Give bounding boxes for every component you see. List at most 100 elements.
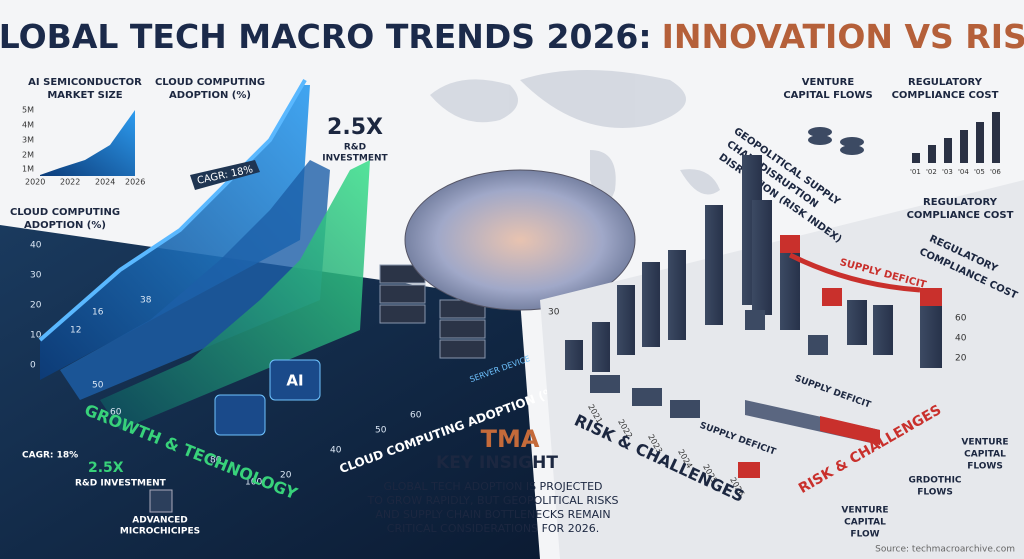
title: GLOBAL TECH MACRO TRENDS 2026: INNOVATION… [0,17,1024,56]
tick: 4M [22,121,34,130]
tick: 12 [70,326,81,336]
tick: 16 [92,308,104,318]
risk-bars [565,155,942,372]
tick: 40 [330,446,342,456]
tick: 1M [22,165,34,174]
tick: 20 [280,471,292,481]
tick: 30 [30,271,42,281]
cagr-tag-bg [190,160,260,190]
chip [214,394,266,436]
tick: '02 [926,168,937,176]
flow-boxes [590,310,828,478]
tick: 2024 [95,178,115,187]
tick: 2022 [60,178,80,187]
tick: 2026 [125,178,145,187]
reg-xaxis: '01 '02 '03 '04 '05 '06 [910,168,1001,176]
rd-text: INVESTMENT [322,154,388,164]
rd-small-big: 2.5X [88,460,124,476]
tick: 2020 [25,178,45,187]
tick: 50 [92,381,104,391]
tick: 3M [22,136,34,145]
risk-highlights [780,235,942,306]
micro-text: MICROCHICIPES [120,527,200,537]
tick: 60 [110,408,122,418]
logo: TMA [481,425,540,453]
label: CAPITAL [844,518,886,528]
deficit-arrow [788,252,921,293]
key-line: TO GROW RAPIDLY, BUT GEOPOLITICAL RISKS [367,494,619,507]
reg2-title: REGULATORY [923,197,998,208]
tick: 2M [22,151,34,160]
label: VENTURE [961,438,1008,448]
tick: 20 [955,354,967,364]
mini2-title: CLOUD COMPUTING [155,77,265,88]
right-yaxis: 60 40 20 [955,314,967,364]
tick: 60 [955,314,967,324]
world-map [430,70,720,203]
tick: 60 [410,411,422,421]
rd-big: 2.5X [327,115,383,140]
reg-title: REGULATORY [908,77,983,88]
rd-small-text: R&D INVESTMENT [75,479,167,489]
key-line: GLOBAL TECH ADOPTION IS PROJECTED [383,480,602,493]
tick: 0 [30,361,36,371]
chip [269,359,321,401]
growth-area [60,160,330,400]
coins [808,127,864,155]
growth-line [38,78,307,342]
tick: 5M [22,106,34,115]
label: CAPITAL [964,450,1006,460]
tick: '03 [942,168,953,176]
mini1-title: AI SEMICONDUCTOR [28,77,142,88]
wafer [404,169,636,311]
mini1-area [40,110,135,176]
chip-label: AI [286,372,303,390]
label: FLOWS [917,488,953,498]
mini1-yaxis: 5M 4M 3M 2M 1M [22,106,34,174]
tick: 40 [30,241,42,251]
label: GRDOTHIC [908,476,961,486]
reg-title: COMPLIANCE COST [892,90,999,101]
micro-icon [149,489,173,513]
micro-text: ADVANCED [132,516,188,526]
tick: '05 [974,168,985,176]
main-yaxis: 40 30 20 10 0 [30,241,42,371]
reg-bars [912,112,1000,163]
key-heading: KEY INSIGHT [436,453,558,473]
main-chart-title: ADOPTION (%) [24,220,106,231]
key-text: GLOBAL TECH ADOPTION IS PROJECTED TO GRO… [367,480,619,535]
vc-title: CAPITAL FLOWS [783,90,872,101]
tick: 38 [140,296,152,306]
title-part1: GLOBAL TECH MACRO TRENDS 2026: [0,17,652,56]
vc-title: VENTURE [802,77,855,88]
bottom-axis: 20 40 50 60 [280,411,422,481]
rd-text: R&D [344,143,366,153]
source: Source: techmacroarchive.com [875,545,1015,555]
tick: 30 [548,308,560,318]
tick: 20 [30,301,42,311]
reg2-title: COMPLIANCE COST [907,210,1014,221]
key-line: AND SUPPLY CHAIN BOTTLENECKS REMAIN [375,508,610,521]
label: FLOWS [967,462,1003,472]
deficit-bar-red [820,416,880,445]
right-panel-bg [540,180,1024,559]
mini1-xaxis: 2020 2022 2024 2026 [25,178,145,187]
tick: 10 [30,331,42,341]
tick: '01 [910,168,921,176]
main-chart-title: CLOUD COMPUTING [10,207,120,218]
label: VENTURE [841,506,888,516]
title-part2: INNOVATION VS RISK [662,17,1024,56]
tick: 80 [210,456,222,466]
label: FLOW [850,530,879,540]
growth-area [40,85,310,380]
cagr-small: CAGR: 18% [22,451,78,461]
diag-labels: 12 16 38 50 60 80 100 [70,296,262,488]
mini1-title: MARKET SIZE [47,90,122,101]
tick: '04 [958,168,969,176]
tick: 100 [245,478,262,488]
tick: '06 [990,168,1001,176]
key-line: CRITICAL CONSIDERATIONS FOR 2026. [387,522,599,535]
growth-area [100,160,370,430]
